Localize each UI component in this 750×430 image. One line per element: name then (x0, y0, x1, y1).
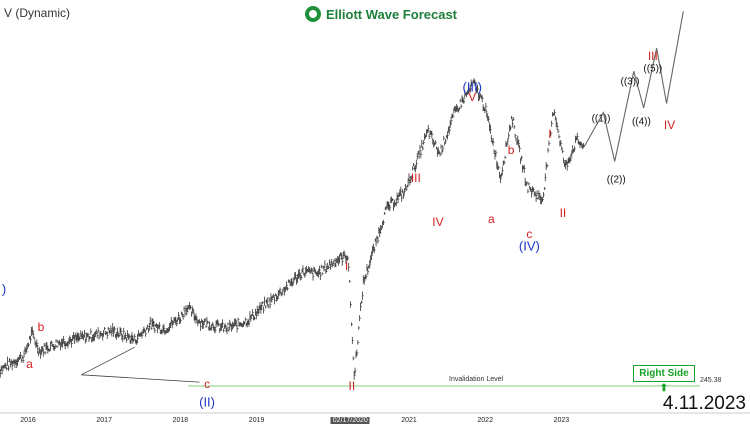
x-tick-label: 02/17/2020 (330, 417, 370, 424)
x-tick-label: 2023 (553, 417, 570, 424)
invalidation-value: 245.38 (700, 377, 722, 384)
x-tick-label: 2016 (20, 417, 36, 424)
wedge-line (81, 374, 200, 383)
wave-label: ((4)) (631, 116, 651, 128)
wave-label: IV (663, 117, 676, 132)
chart-date: 4.11.2023 (662, 393, 746, 414)
wave-label: I (548, 126, 552, 141)
wave-label: a (487, 212, 495, 227)
wave-label: I (344, 259, 349, 274)
chart-title: V (Dynamic) (4, 6, 71, 20)
right-side-text: Right Side ⬆ (639, 368, 689, 394)
wave-label: (II) (199, 394, 216, 410)
wave-label: b (507, 143, 515, 158)
invalidation-label: Invalidation Level (449, 376, 504, 383)
wave-label: c (204, 377, 211, 391)
wave-label: ) (1, 281, 7, 297)
wave-label: ((2)) (606, 174, 626, 186)
ewf-logo-icon (305, 6, 321, 22)
projection-path (583, 11, 684, 162)
wave-label: ((3)) (620, 76, 640, 88)
wave-label: (IV) (518, 238, 540, 254)
x-tick-label: 2019 (248, 417, 265, 424)
price-bars (0, 78, 586, 380)
wedge-lines (81, 346, 200, 383)
wave-label: a (26, 356, 33, 371)
wave-label: ((1)) (591, 113, 611, 125)
x-tick-label: 2021 (401, 417, 417, 424)
x-tick-label: 2017 (96, 417, 112, 424)
x-tick-label: 2022 (477, 417, 493, 424)
wave-label: III (410, 170, 421, 185)
wave-label: II (348, 378, 356, 393)
wave-label: ((5)) (643, 63, 663, 75)
x-tick-label: 2018 (172, 417, 189, 424)
brand-name: Elliott Wave Forecast (326, 6, 457, 22)
wave-label: V (468, 89, 477, 104)
wave-label: c (526, 227, 533, 242)
right-side-badge: Right Side ⬆ (633, 365, 695, 394)
wave-label: IV (432, 215, 444, 230)
wave-label: (III) (462, 79, 482, 95)
wave-label: III (647, 49, 658, 64)
wedge-line (81, 346, 135, 376)
wave-label: b (37, 319, 45, 334)
brand: Elliott Wave Forecast (305, 6, 457, 22)
wave-label: II (559, 205, 567, 220)
